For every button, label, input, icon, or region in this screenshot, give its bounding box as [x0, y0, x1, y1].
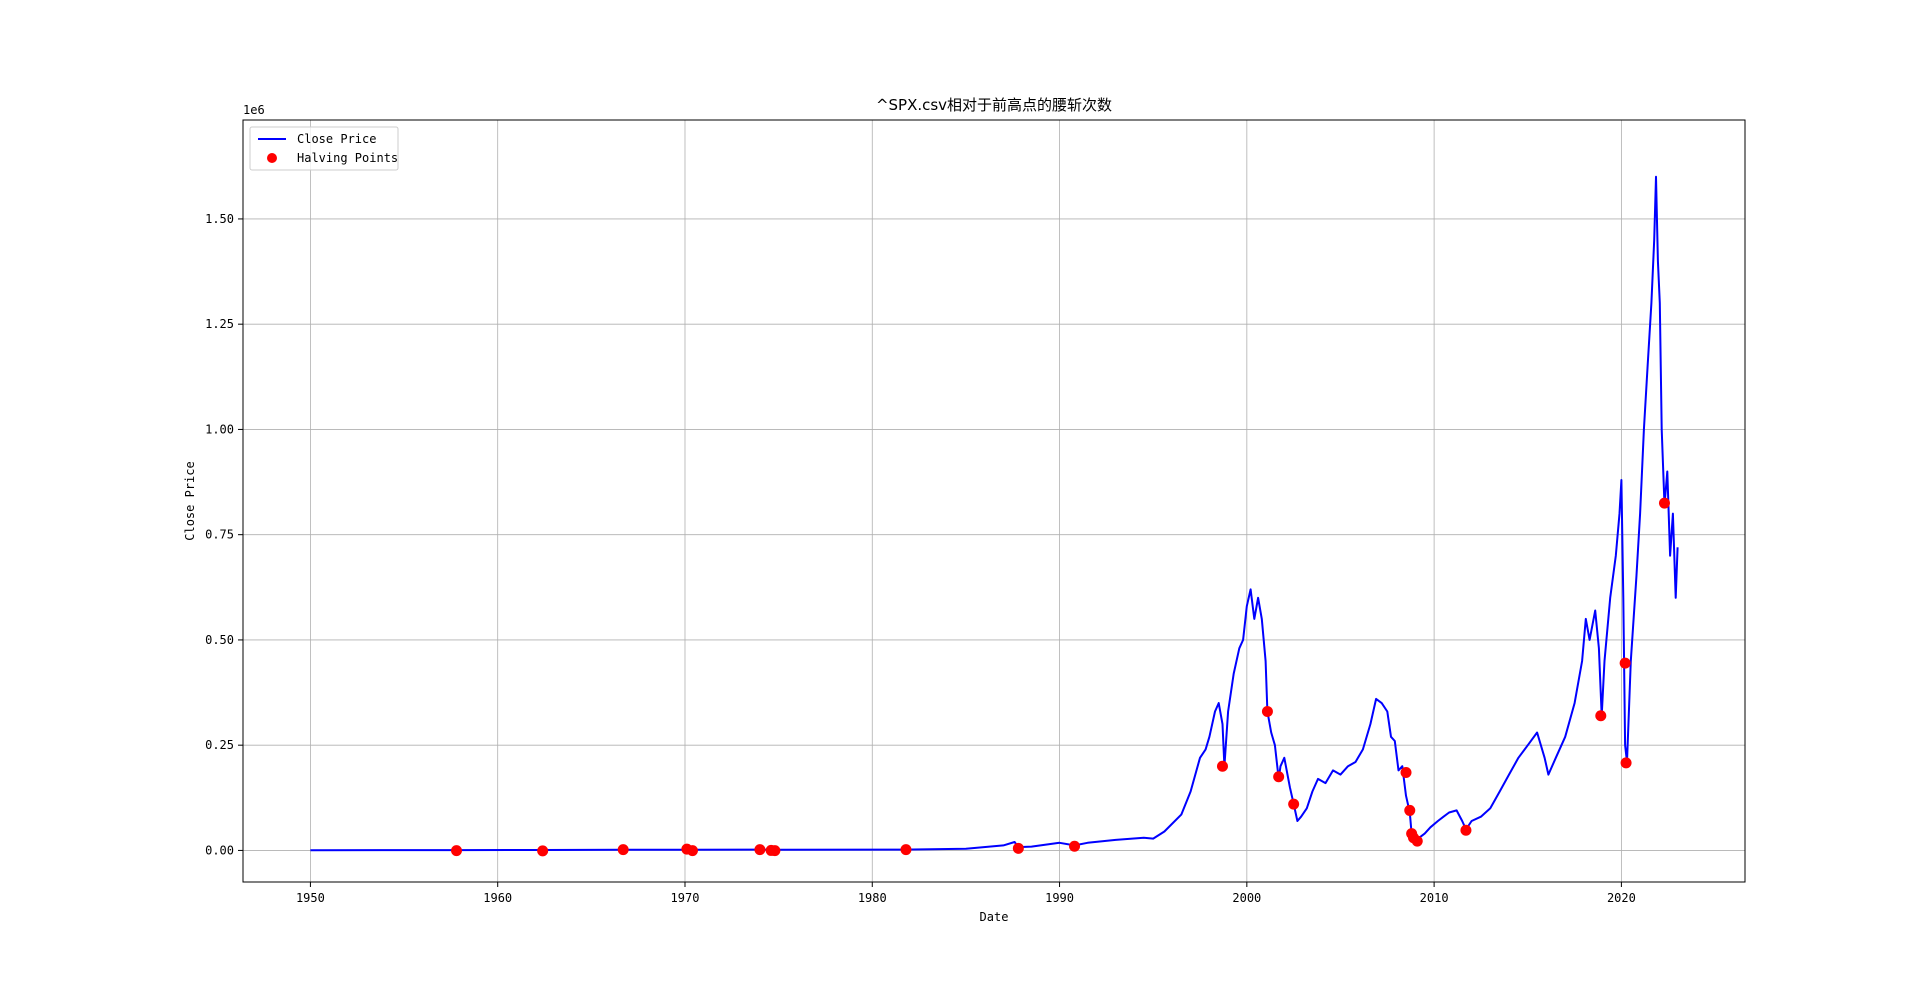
y-tick-label: 0.25	[205, 738, 234, 752]
x-tick-label: 1950	[296, 891, 325, 905]
halving-point	[1216, 760, 1228, 772]
x-axis-label: Date	[980, 910, 1009, 924]
halving-point	[1012, 842, 1024, 854]
y-tick-label: 1.00	[205, 422, 234, 436]
halving-point	[900, 844, 912, 856]
x-tick-label: 1960	[483, 891, 512, 905]
y-tick-label: 1.25	[205, 317, 234, 331]
legend-frame	[249, 126, 399, 171]
x-axis: 1950 1960 1970 1980 1990 2000 2010 2020	[296, 882, 1636, 905]
y-tick-label: 0.50	[205, 633, 234, 647]
chart-title: ^SPX.csv相对于前高点的腰斩次数	[876, 96, 1112, 114]
halving-point	[1411, 835, 1423, 847]
halving-point	[1069, 840, 1081, 852]
halving-point	[1273, 771, 1285, 783]
close-price-line	[310, 175, 1679, 852]
legend-label-halving-points: Halving Points	[297, 151, 398, 165]
y-axis: 0.00 0.25 0.50 0.75 1.00 1.25 1.50	[205, 212, 243, 857]
legend: Close Price Halving Points	[249, 126, 399, 171]
halving-point	[537, 845, 549, 857]
halving-point	[1460, 824, 1472, 836]
halving-point	[1400, 767, 1412, 779]
x-tick-label: 1990	[1045, 891, 1074, 905]
y-axis-offset-text: 1e6	[243, 103, 265, 117]
halving-point	[1261, 705, 1273, 717]
halving-point	[1404, 804, 1416, 816]
x-tick-label: 2020	[1607, 891, 1636, 905]
legend-scatter-swatch	[267, 153, 277, 163]
halving-point	[769, 845, 781, 857]
halving-point	[1658, 497, 1670, 509]
axes-frame	[242, 119, 1746, 883]
halving-point	[1288, 798, 1300, 810]
halving-point	[1595, 710, 1607, 722]
x-tick-label: 1970	[671, 891, 700, 905]
halving-point	[617, 844, 629, 856]
halving-point	[754, 844, 766, 856]
x-tick-label: 2010	[1420, 891, 1449, 905]
y-tick-label: 0.00	[205, 843, 234, 857]
y-axis-label: Close Price	[183, 461, 197, 540]
plot-area	[310, 175, 1679, 857]
halving-point	[1619, 657, 1631, 669]
halving-point	[1620, 757, 1632, 769]
x-tick-label: 1980	[858, 891, 887, 905]
halving-point	[686, 845, 698, 857]
legend-label-close-price: Close Price	[297, 132, 376, 146]
y-tick-label: 0.75	[205, 528, 234, 542]
halving-point	[451, 845, 463, 857]
y-tick-label: 1.50	[205, 212, 234, 226]
x-tick-label: 2000	[1232, 891, 1261, 905]
